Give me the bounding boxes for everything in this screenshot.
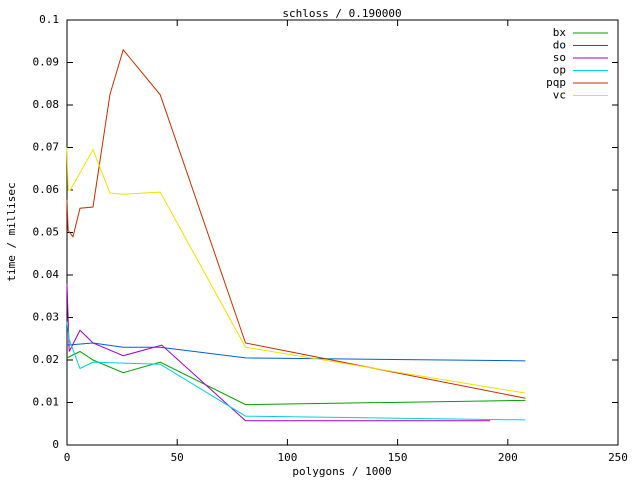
series-line xyxy=(66,147,526,394)
series-line xyxy=(66,350,526,406)
y-tick-label: 0.09 xyxy=(33,56,60,69)
series-line xyxy=(66,342,526,362)
legend-label: so xyxy=(553,51,566,64)
series-line xyxy=(66,48,526,399)
legend-label: do xyxy=(553,39,566,52)
legend-label: op xyxy=(553,64,566,77)
legend-label: bx xyxy=(553,26,567,39)
x-tick-label: 250 xyxy=(608,451,628,464)
chart-title: schloss / 0.190000 xyxy=(282,7,401,20)
y-tick-label: 0.1 xyxy=(39,13,59,26)
x-tick-label: 150 xyxy=(388,451,408,464)
y-tick-label: 0.01 xyxy=(33,396,60,409)
legend-label: pqp xyxy=(546,76,566,89)
y-tick-label: 0.03 xyxy=(33,311,60,324)
x-tick-label: 0 xyxy=(64,451,71,464)
x-tick-label: 200 xyxy=(498,451,518,464)
legend-label: vc xyxy=(553,89,566,102)
x-tick-label: 100 xyxy=(277,451,297,464)
y-tick-label: 0.02 xyxy=(33,353,60,366)
y-tick-label: 0.04 xyxy=(33,268,60,281)
x-axis-label: polygons / 1000 xyxy=(292,465,391,478)
y-tick-label: 0.08 xyxy=(33,98,60,111)
y-tick-label: 0.07 xyxy=(33,141,60,154)
series-line xyxy=(66,321,526,421)
y-axis-label: time / millisec xyxy=(5,182,18,281)
y-tick-label: 0 xyxy=(52,438,59,451)
y-tick-label: 0.06 xyxy=(33,183,60,196)
y-tick-label: 0.05 xyxy=(33,226,60,239)
x-tick-label: 50 xyxy=(171,451,184,464)
